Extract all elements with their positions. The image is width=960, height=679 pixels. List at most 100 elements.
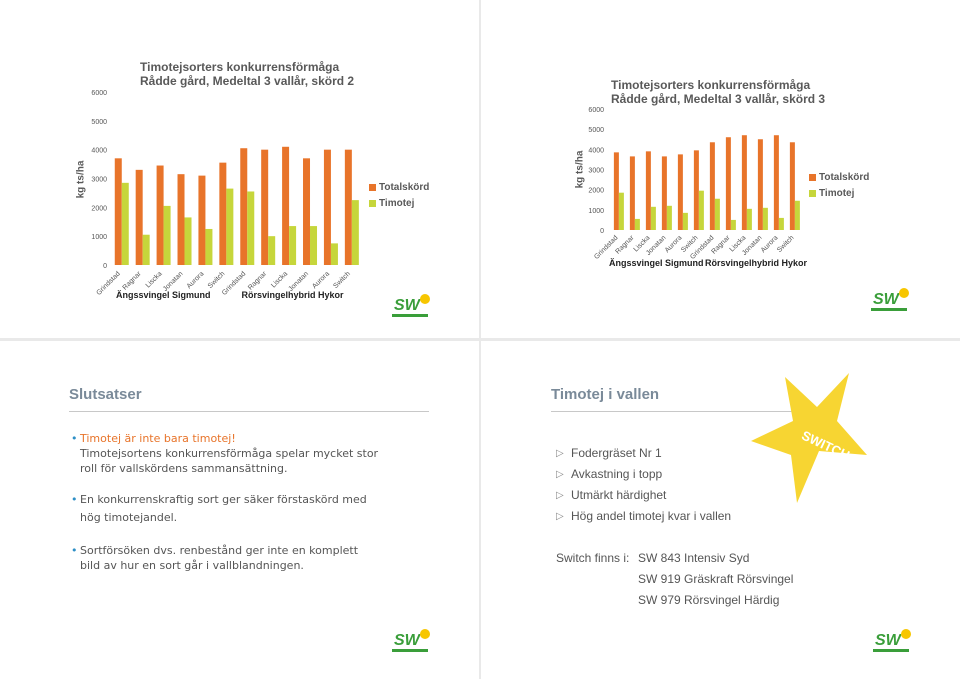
feature-item: Fodergräset Nr 1 [571,446,662,460]
y-tick-label: 2000 [91,205,107,212]
bar-timotej [247,191,255,265]
x-tick-label: Liscka [145,270,164,289]
bar-timotej [142,234,150,265]
group-label: Ängssvingel Sigmund [116,290,211,300]
bullet-dot: • [71,544,78,557]
x-tick-label: Liscka [270,270,289,289]
sw-logo: SW [392,293,432,319]
product-item: SW 919 Gräskraft Rörsvingel [638,572,794,586]
x-tick-label: Aurora [311,270,331,290]
chart-title-line2: Rådde gård, Medeltal 3 vallår, skörd 3 [611,92,826,106]
x-tick-label: Aurora [186,270,206,290]
slide-timotej-i-vallen: Timotej i vallen SWITCH ▷ Fodergräset Nr… [481,341,960,679]
svg-text:SW: SW [394,297,422,314]
y-tick-label: 1000 [91,234,107,241]
triangle-bullet-icon: ▷ [556,511,564,522]
bar-totalskord [645,151,651,230]
sw-logo: SW [392,628,432,654]
svg-text:SW: SW [875,632,903,649]
x-tick-label: Aurora [664,234,684,254]
x-tick-label: Ragnar [710,234,732,256]
bar-timotej [650,206,656,230]
group-label: Rörsvingelhybrid Hykor [705,258,808,268]
bar-timotej [618,192,624,230]
x-tick-label: Switch [776,234,796,254]
bar-timotej [666,205,672,230]
svg-text:SW: SW [394,632,422,649]
bar-chart-skord-3: 0100020003000400050006000GrindstadRagnar… [588,107,808,268]
switch-star-badge: SWITCH [751,373,867,503]
y-tick-label: 0 [103,263,107,270]
bar-timotej [121,182,129,265]
feature-item: Utmärkt härdighet [571,488,667,502]
chart-title-line2: Rådde gård, Medeltal 3 vallår, skörd 2 [140,74,355,88]
slide-heading: Timotej i vallen [551,386,660,403]
chart-legend: Totalskörd Timotej [369,182,429,214]
y-tick-label: 4000 [588,147,604,154]
bar-totalskord [757,139,763,230]
x-tick-label: Ragnar [614,234,636,256]
triangle-bullet-icon: ▷ [556,490,564,501]
bullet-3: • Sortförsöken dvs. renbestånd ger inte … [71,544,359,572]
x-tick-label: Aurora [760,234,780,254]
bar-totalskord [693,150,699,230]
switch-label: Switch finns i: [556,551,630,565]
bar-totalskord [156,165,164,265]
sw-logo: SW [871,287,911,313]
bar-timotej [794,200,800,230]
y-tick-label: 2000 [588,188,604,195]
bar-totalskord [661,156,667,230]
feature-item: Avkastning i topp [571,467,663,481]
group-label: Rörsvingelhybrid Hykor [242,290,345,300]
legend-swatch-timotej [369,200,376,207]
y-tick-label: 3000 [91,177,107,184]
triangle-bullet-icon: ▷ [556,469,564,480]
bar-totalskord [261,149,269,265]
bar-timotej [205,228,213,265]
x-tick-label: Switch [332,270,352,290]
bar-timotej [730,219,736,230]
bar-totalskord [613,152,619,230]
bar-totalskord [135,169,143,265]
bar-timotej [698,190,704,230]
chart-legend: Totalskörd Timotej [809,172,869,204]
bar-timotej [310,226,318,265]
chart-title-line1: Timotejsorters konkurrensförmåga [611,78,811,92]
slide-chart-skord-3: Timotejsorters konkurrensförmåga Rådde g… [481,0,960,338]
bar-timotej [351,200,359,265]
heading-divider [69,411,429,412]
sw-logo: SW [873,628,913,654]
bar-timotej [268,236,276,265]
bar-timotej [746,208,752,230]
y-tick-label: 6000 [91,90,107,97]
y-tick-label: 4000 [91,148,107,155]
bar-totalskord [114,158,122,265]
y-tick-label: 6000 [588,107,604,114]
chart-title-line1: Timotejsorters konkurrensförmåga [140,60,340,74]
bar-totalskord [323,149,331,265]
heading-divider [551,411,821,412]
bar-totalskord [789,142,795,230]
feature-item: Hög andel timotej kvar i vallen [571,509,732,523]
bar-totalskord [219,162,227,265]
bar-totalskord [198,175,206,265]
bar-timotej [330,243,338,265]
slide-heading: Slutsatser [69,386,142,403]
bar-timotej [163,205,171,265]
triangle-bullet-icon: ▷ [556,448,564,459]
y-tick-label: 3000 [588,168,604,175]
bar-timotej [634,218,640,230]
bar-timotej [289,226,297,265]
bullet-2: • En konkurrenskraftig sort ger säker fö… [71,493,367,524]
bullet-1: • Timotej är inte bara timotej! Timotejs… [71,432,379,475]
product-item: SW 843 Intensiv Syd [638,551,750,565]
bar-totalskord [629,156,635,230]
y-tick-label: 5000 [588,127,604,134]
legend-swatch-timotej [809,190,816,197]
x-tick-label: Ragnar [247,270,269,292]
product-item: SW 979 Rörsvingel Härdig [638,593,780,607]
legend-swatch-totalskord [809,174,816,181]
y-tick-label: 5000 [91,119,107,126]
bullet-dot: • [71,493,78,506]
